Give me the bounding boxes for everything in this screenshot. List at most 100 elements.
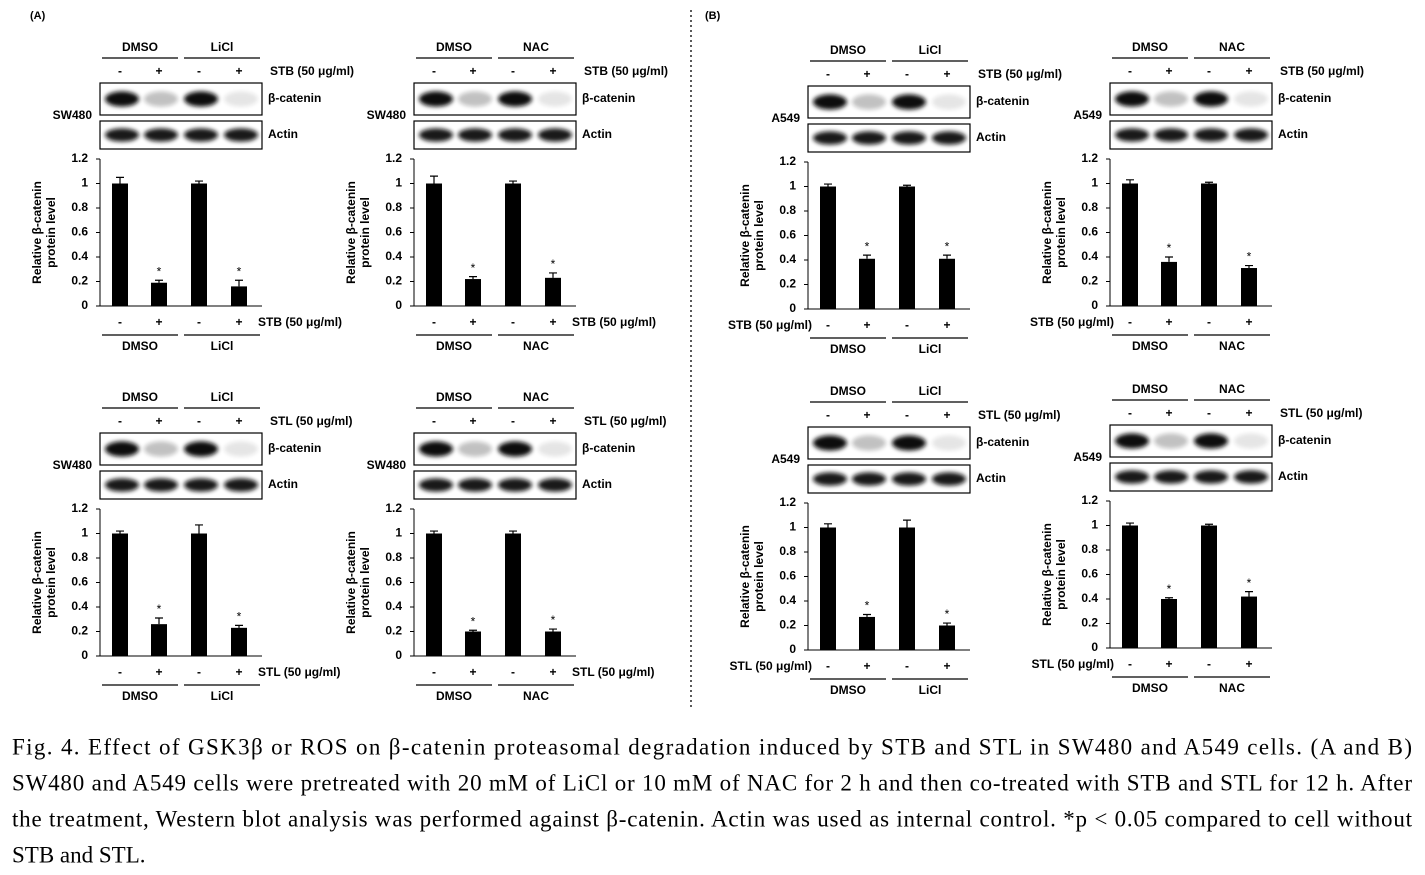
significance-mark: * (1167, 241, 1172, 255)
blot-band (852, 435, 886, 451)
x-tick-label: + (469, 665, 476, 679)
bar (426, 533, 442, 656)
x-tick-label: - (118, 665, 122, 679)
group-label: NAC (1219, 339, 1245, 353)
blot-band (458, 91, 492, 107)
significance-mark: * (237, 264, 242, 278)
error-bar (430, 175, 438, 184)
lane-sign: - (511, 414, 515, 428)
cell-line: SW480 (367, 458, 407, 472)
y-axis-label: Relative β-catenin (344, 531, 358, 634)
y-tick-label: 1 (789, 520, 796, 534)
lane-sign: + (1165, 64, 1172, 78)
blot-label: β-catenin (582, 441, 635, 455)
error-bar (195, 524, 203, 534)
x-tick-label: + (549, 315, 556, 329)
blot-label: β-catenin (976, 94, 1029, 108)
treatment-label: STB (50 μg/ml) (1280, 64, 1364, 78)
lane-sign: - (905, 408, 909, 422)
x-tick-label: - (905, 318, 909, 332)
bar (1161, 599, 1177, 648)
y-tick-label: 0.6 (385, 575, 402, 589)
group-label: DMSO (1132, 339, 1168, 353)
cell-line: SW480 (367, 108, 407, 122)
blot-band (1115, 433, 1149, 449)
blot-band (932, 472, 966, 486)
bar (1241, 268, 1257, 306)
group-label: NAC (1219, 40, 1245, 54)
treatment-label: STB (50 μg/ml) (728, 318, 812, 332)
error-bar (903, 184, 911, 187)
y-tick-label: 0.4 (1081, 249, 1098, 263)
cell-line: A549 (1073, 450, 1102, 464)
panel: DMSO LiCl- + - + STL (50 μg/ml)A549β-cateninA… (730, 384, 1061, 697)
y-tick-label: 0.2 (1081, 616, 1098, 630)
y-tick-label: 0 (1091, 640, 1098, 654)
treatment-label: STL (50 μg/ml) (1280, 406, 1362, 420)
panel: DMSO NAC- + - + STB (50 μg/ml)A549β-cateninAc… (1030, 40, 1364, 353)
error-bar (116, 176, 124, 184)
error-bar (943, 254, 951, 259)
y-tick-label: 0.6 (71, 575, 88, 589)
y-tick-label: 0.8 (385, 550, 402, 564)
significance-mark: * (945, 607, 950, 621)
lane-sign: - (118, 64, 122, 78)
bar (820, 527, 836, 650)
blot-band (538, 478, 572, 492)
group-label: DMSO (830, 384, 866, 398)
y-axis-label: Relative β-catenin (1040, 181, 1054, 284)
x-tick-label: - (1128, 657, 1132, 671)
blot-band (1154, 128, 1188, 142)
error-bar (195, 180, 203, 184)
panel: DMSO LiCl- + - + STB (50 μg/ml)A549β-cateninA… (728, 43, 1062, 356)
group-label: LiCl (919, 43, 942, 57)
significance-mark: * (1167, 582, 1172, 596)
bar (465, 631, 481, 656)
significance-mark: * (865, 239, 870, 253)
group-label: LiCl (211, 689, 234, 703)
x-tick-label: - (118, 315, 122, 329)
lane-sign: - (432, 64, 436, 78)
blot-band (498, 441, 532, 457)
y-tick-label: 0.4 (1081, 591, 1098, 605)
error-bar (549, 272, 557, 278)
blot-band (1234, 470, 1268, 484)
x-tick-label: - (432, 665, 436, 679)
lane-sign: + (235, 414, 242, 428)
lane-sign: - (905, 67, 909, 81)
x-tick-label: + (1245, 657, 1252, 671)
group-label: NAC (523, 40, 549, 54)
error-bar (824, 523, 832, 528)
blot-band (458, 478, 492, 492)
bar (191, 533, 207, 656)
y-tick-label: 1.2 (1081, 493, 1098, 507)
error-bar (1126, 179, 1134, 184)
y-tick-label: 0.2 (385, 274, 402, 288)
bar (545, 631, 561, 656)
y-tick-label: 0.2 (71, 274, 88, 288)
significance-mark: * (551, 257, 556, 271)
x-tick-label: + (155, 665, 162, 679)
bar (859, 258, 875, 309)
blot-band (1194, 128, 1228, 142)
significance-mark: * (1247, 576, 1252, 590)
y-tick-label: 0 (81, 648, 88, 662)
lane-sign: - (1207, 406, 1211, 420)
y-axis-label: Relative β-catenin (30, 181, 44, 284)
error-bar (1245, 591, 1253, 597)
lane-sign: + (469, 64, 476, 78)
error-bar (155, 617, 163, 625)
cell-line: SW480 (53, 108, 93, 122)
blot-band (184, 441, 218, 457)
y-tick-label: 1 (81, 176, 88, 190)
treatment-label: STB (50 μg/ml) (258, 315, 342, 329)
bar (1161, 261, 1177, 306)
panel: DMSO LiCl- + - + STB (50 μg/ml)SW480β-catenin… (30, 40, 354, 353)
blot-band (1234, 433, 1268, 449)
y-tick-label: 0 (789, 301, 796, 315)
lane-sign: - (826, 67, 830, 81)
significance-mark: * (157, 602, 162, 616)
y-axis-label: protein level (44, 197, 58, 268)
group-label: DMSO (436, 40, 472, 54)
cell-line: SW480 (53, 458, 93, 472)
